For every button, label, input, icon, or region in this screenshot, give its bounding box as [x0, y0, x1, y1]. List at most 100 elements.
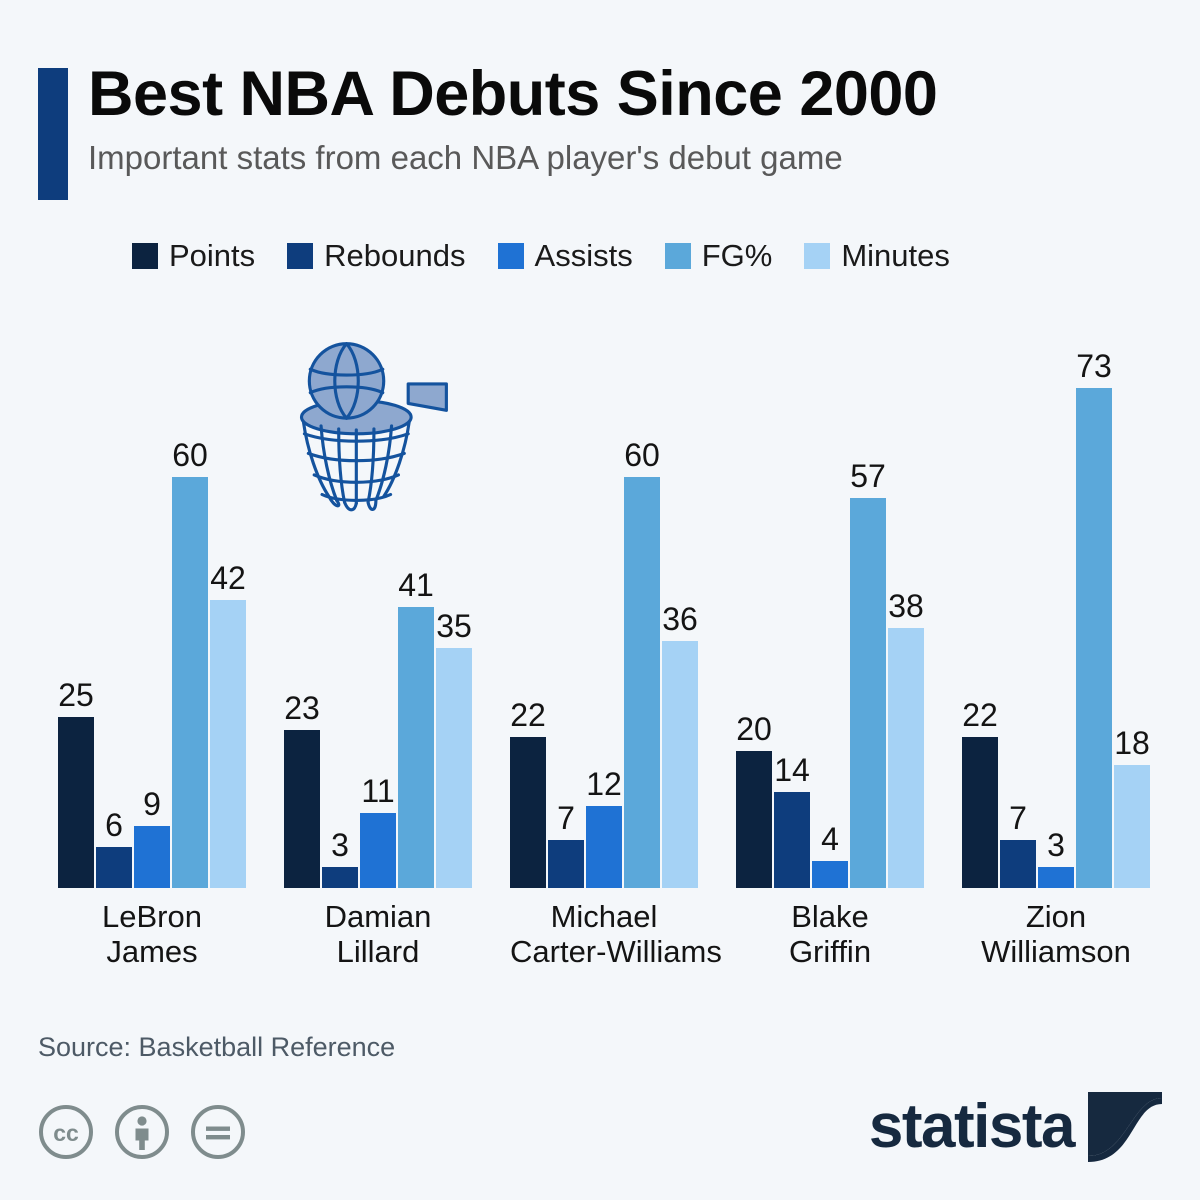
bar-value-label: 36: [662, 601, 698, 638]
bar-value-label: 3: [1047, 827, 1065, 864]
svg-text:cc: cc: [53, 1120, 79, 1146]
bar-rect: [1076, 388, 1112, 888]
plot-area: 25 6 9 60 42 23 3 11 41 35 22 7 12 60 36 20 14 4 57 38 22 7 3 7…: [58, 300, 1150, 888]
bar-rebounds[interactable]: 7: [548, 300, 584, 888]
bar-rect: [774, 792, 810, 888]
bar-points[interactable]: 23: [284, 300, 320, 888]
legend-swatch-icon: [287, 243, 314, 269]
bar-value-label: 6: [105, 806, 123, 843]
x-axis-label-line: Damian: [324, 899, 432, 934]
bar-rebounds[interactable]: 3: [322, 300, 358, 888]
bar-fg[interactable]: 60: [624, 300, 660, 888]
bar-rect: [888, 627, 924, 888]
bar-group: 22 7 12 60 36: [510, 300, 698, 888]
bar-rect: [624, 477, 660, 888]
bar-assists[interactable]: 9: [134, 300, 170, 888]
bar-value-label: 60: [624, 437, 660, 474]
cc-icon[interactable]: cc: [38, 1104, 94, 1160]
legend-swatch-icon: [132, 243, 158, 269]
bar-fg[interactable]: 57: [850, 300, 886, 888]
bar-value-label: 73: [1076, 348, 1112, 384]
statista-mark-icon: [1088, 1092, 1162, 1162]
bar-rect: [548, 840, 584, 888]
legend-label: Assists: [534, 238, 633, 273]
header-accent-bar: [38, 68, 68, 200]
x-axis-label-line: James: [106, 933, 198, 969]
bar-value-label: 12: [586, 765, 622, 802]
legend-label: Rebounds: [324, 238, 466, 273]
statista-logo[interactable]: statista: [869, 1092, 1162, 1162]
x-axis-label-group: Zion Williamson: [962, 899, 1150, 969]
legend-item-rebounds[interactable]: Rebounds: [287, 238, 466, 274]
bar-value-label: 9: [143, 786, 161, 823]
bar-rect: [398, 607, 434, 888]
bar-minutes[interactable]: 42: [210, 300, 246, 888]
bar-value-label: 35: [436, 608, 472, 645]
bar-rebounds[interactable]: 7: [1000, 300, 1036, 888]
bar-value-label: 18: [1114, 724, 1150, 761]
legend-label: Points: [169, 238, 256, 273]
bar-points[interactable]: 25: [58, 300, 94, 888]
bar-rect: [134, 826, 170, 888]
bar-minutes[interactable]: 38: [888, 300, 924, 888]
bar-value-label: 42: [210, 560, 246, 597]
bar-rect: [812, 860, 848, 888]
x-axis-labels: LeBron James Damian Lillard Michael Carter-Wi…: [58, 899, 1150, 969]
bar-rebounds[interactable]: 14: [774, 300, 810, 888]
bar-value-label: 22: [962, 697, 998, 734]
bar-rect: [736, 751, 772, 888]
x-axis-label-group: Michael Carter-Williams: [510, 899, 722, 969]
source-note: Source: Basketball Reference: [38, 1032, 396, 1062]
bar-fg[interactable]: 41: [398, 300, 434, 888]
bar-assists[interactable]: 12: [586, 300, 622, 888]
page-title: Best NBA Debuts Since 2000: [88, 59, 938, 129]
bar-points[interactable]: 22: [962, 300, 998, 888]
legend-item-fg[interactable]: FG%: [664, 238, 772, 274]
x-axis-label-line: Blake: [791, 899, 869, 934]
bar-chart: 25 6 9 60 42 23 3 11 41 35 22 7 12 60 36 20 14 4 57 38 22 7 3 7…: [0, 300, 1200, 900]
bar-minutes[interactable]: 18: [1114, 300, 1150, 888]
bar-assists[interactable]: 11: [360, 300, 396, 888]
legend-item-assists[interactable]: Assists: [497, 238, 633, 274]
bar-value-label: 11: [361, 772, 395, 809]
bar-rect: [850, 497, 886, 888]
x-axis-label-line: Michael: [550, 899, 658, 934]
legend-swatch-icon: [664, 243, 691, 269]
attribution-person-icon[interactable]: [114, 1104, 170, 1160]
bar-assists[interactable]: 4: [812, 300, 848, 888]
x-axis-label-line: Lillard: [336, 933, 420, 969]
bar-value-label: 22: [510, 697, 546, 734]
bar-fg[interactable]: 60: [172, 300, 208, 888]
no-derivatives-equals-icon[interactable]: [190, 1104, 246, 1160]
basketball-hoop-illustration: [278, 332, 464, 518]
bar-points[interactable]: 22: [510, 300, 546, 888]
bar-value-label: 57: [850, 457, 886, 494]
bar-rect: [586, 805, 622, 888]
bar-fg[interactable]: 73: [1076, 300, 1112, 888]
bar-group: 20 14 4 57 38: [736, 300, 924, 888]
bar-rebounds[interactable]: 6: [96, 300, 132, 888]
bar-rect: [436, 648, 472, 888]
bar-rect: [58, 716, 94, 888]
bar-assists[interactable]: 3: [1038, 300, 1074, 888]
bar-points[interactable]: 20: [736, 300, 772, 888]
bar-value-label: 25: [58, 676, 94, 713]
chart-legend: Points Rebounds Assists FG% Minutes: [132, 238, 950, 274]
x-axis-label-line: Williamson: [981, 933, 1131, 969]
bar-value-label: 3: [331, 827, 349, 864]
bar-rect: [662, 641, 698, 888]
bar-value-label: 7: [557, 800, 575, 837]
x-axis-label-line: Griffin: [788, 933, 872, 969]
statista-wordmark: statista: [868, 1092, 1076, 1161]
bar-minutes[interactable]: 36: [662, 300, 698, 888]
bar-minutes[interactable]: 35: [436, 300, 472, 888]
legend-item-minutes[interactable]: Minutes: [804, 238, 950, 274]
bar-value-label: 20: [736, 711, 772, 748]
bar-group: 23 3 11 41 35: [284, 300, 472, 888]
bar-rect: [1038, 867, 1074, 888]
legend-swatch-icon: [497, 243, 524, 269]
header: Best NBA Debuts Since 2000 Important sta…: [38, 59, 1158, 200]
bar-value-label: 38: [888, 587, 924, 624]
legend-item-points[interactable]: Points: [132, 238, 255, 274]
x-axis-label-line: LeBron: [102, 899, 202, 934]
